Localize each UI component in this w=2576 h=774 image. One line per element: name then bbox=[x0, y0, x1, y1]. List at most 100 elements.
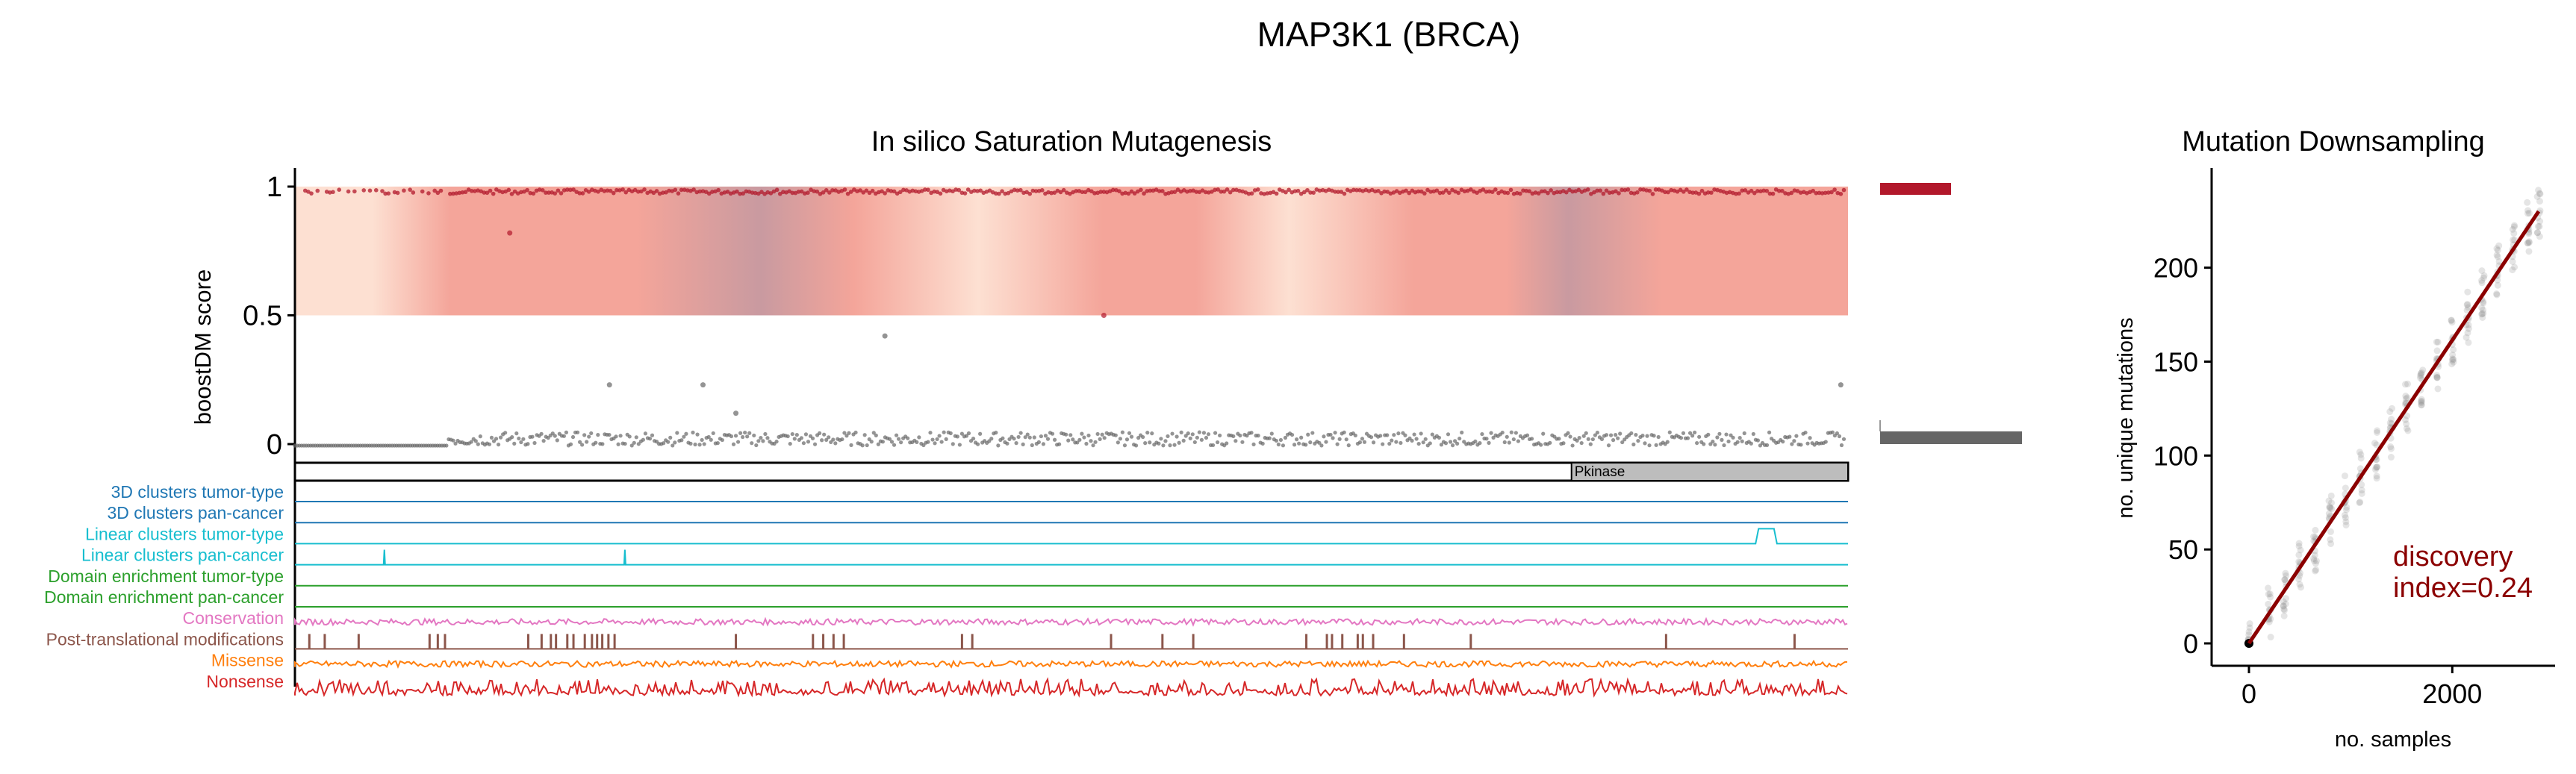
passenger-point bbox=[1715, 435, 1720, 440]
passenger-point bbox=[1742, 431, 1746, 436]
passenger-point bbox=[1681, 431, 1686, 435]
driver-point bbox=[1549, 188, 1553, 193]
passenger-point bbox=[1396, 431, 1401, 436]
passenger-point bbox=[1455, 441, 1460, 446]
downsampling-point bbox=[2448, 316, 2455, 324]
downsampling-point bbox=[2356, 449, 2363, 456]
driver-point bbox=[667, 188, 671, 193]
driver-point bbox=[1080, 190, 1085, 195]
passenger-point bbox=[1631, 442, 1636, 447]
driver-point bbox=[1595, 188, 1599, 193]
driver-point bbox=[1194, 190, 1199, 194]
passenger-point bbox=[1575, 438, 1579, 443]
passenger-point bbox=[944, 437, 948, 441]
driver-point bbox=[1546, 190, 1550, 196]
driver-point bbox=[1508, 187, 1513, 193]
passenger-point bbox=[1163, 439, 1168, 443]
driver-point bbox=[1083, 190, 1088, 195]
passenger-point bbox=[1238, 433, 1242, 438]
passenger-point bbox=[1614, 433, 1618, 437]
downsampling-point bbox=[2433, 338, 2440, 346]
passenger-point bbox=[1251, 442, 1256, 446]
driver-point bbox=[531, 191, 536, 196]
passenger-point bbox=[1297, 441, 1301, 446]
driver-point bbox=[1589, 191, 1593, 196]
downsampling-point bbox=[2433, 373, 2441, 381]
driver-point bbox=[1614, 189, 1618, 194]
passenger-point bbox=[1199, 437, 1204, 442]
driver-point bbox=[1228, 190, 1233, 195]
passenger-point bbox=[561, 434, 566, 438]
driver-point bbox=[1336, 190, 1341, 194]
passenger-point bbox=[1091, 443, 1095, 448]
passenger-point bbox=[1685, 436, 1690, 440]
passenger-point bbox=[1457, 436, 1462, 441]
downsampling-point bbox=[2245, 631, 2253, 638]
track-label-2: Linear clusters tumor-type bbox=[85, 524, 284, 543]
driver-point bbox=[1249, 191, 1254, 196]
passenger-point bbox=[1751, 431, 1755, 437]
driver-point bbox=[1823, 190, 1828, 196]
passenger-point bbox=[1172, 443, 1177, 447]
passenger-point bbox=[935, 437, 939, 442]
downsampling-point bbox=[2403, 420, 2410, 428]
driver-point bbox=[383, 191, 388, 196]
downsampling-point bbox=[2246, 620, 2253, 628]
track-line-2 bbox=[295, 528, 1848, 545]
downsampling-point bbox=[2494, 253, 2501, 260]
passenger-point bbox=[1713, 443, 1717, 447]
driver-point bbox=[1746, 190, 1751, 195]
passenger-point bbox=[1025, 432, 1030, 437]
downsampling-point bbox=[2511, 263, 2519, 271]
passenger-point bbox=[1837, 434, 1842, 439]
downsampling-point bbox=[2371, 440, 2379, 447]
driver-point bbox=[959, 190, 965, 196]
downsampling-point bbox=[2433, 374, 2441, 381]
driver-point bbox=[1820, 191, 1825, 196]
driver-point bbox=[1210, 190, 1214, 194]
downsampling-point bbox=[2265, 600, 2272, 608]
downsampling-point bbox=[2478, 277, 2486, 284]
passenger-point bbox=[849, 443, 853, 447]
driver-point bbox=[1620, 187, 1624, 193]
downsampling-x-tick-label-1: 2000 bbox=[2422, 678, 2482, 709]
downsampling-point bbox=[2265, 584, 2272, 592]
passenger-point bbox=[1045, 437, 1051, 441]
driver-point bbox=[306, 190, 311, 194]
downsampling-point bbox=[2480, 272, 2488, 279]
driver-point bbox=[880, 189, 884, 194]
driver-point bbox=[1410, 188, 1415, 193]
driver-point bbox=[1653, 187, 1658, 192]
downsampling-point bbox=[2478, 279, 2486, 287]
passenger-point bbox=[706, 434, 711, 440]
passenger-point bbox=[1623, 437, 1627, 442]
passenger-point bbox=[1043, 434, 1048, 438]
driver-point bbox=[1789, 190, 1794, 196]
driver-point bbox=[1200, 188, 1205, 193]
passenger-point bbox=[1124, 437, 1130, 442]
driver-point bbox=[463, 190, 468, 195]
passenger-point bbox=[1803, 430, 1808, 435]
passenger-point bbox=[1767, 430, 1772, 434]
passenger-point bbox=[1030, 443, 1034, 448]
passenger-point bbox=[1823, 440, 1828, 444]
passenger-point bbox=[1428, 441, 1432, 446]
downsampling-y-ticks: 0 50 100 150 200 bbox=[2153, 253, 2212, 659]
passenger-point bbox=[1066, 438, 1071, 443]
passenger-point bbox=[1095, 431, 1100, 437]
driver-point bbox=[883, 191, 887, 196]
passenger-point bbox=[1690, 434, 1695, 438]
passenger-point bbox=[1385, 433, 1390, 437]
passenger-point bbox=[641, 437, 645, 442]
passenger-point bbox=[889, 440, 895, 444]
driver-point bbox=[1663, 190, 1667, 195]
passenger-point bbox=[926, 440, 930, 444]
passenger-point bbox=[1794, 434, 1799, 438]
passenger-point bbox=[498, 435, 503, 440]
downsampling-point bbox=[2465, 325, 2472, 332]
passenger-point bbox=[1711, 439, 1715, 444]
downsampling-point bbox=[2312, 558, 2320, 565]
downsampling-point bbox=[2296, 572, 2303, 579]
downsampling-point bbox=[2328, 499, 2336, 507]
downsampling-point bbox=[2510, 230, 2518, 237]
